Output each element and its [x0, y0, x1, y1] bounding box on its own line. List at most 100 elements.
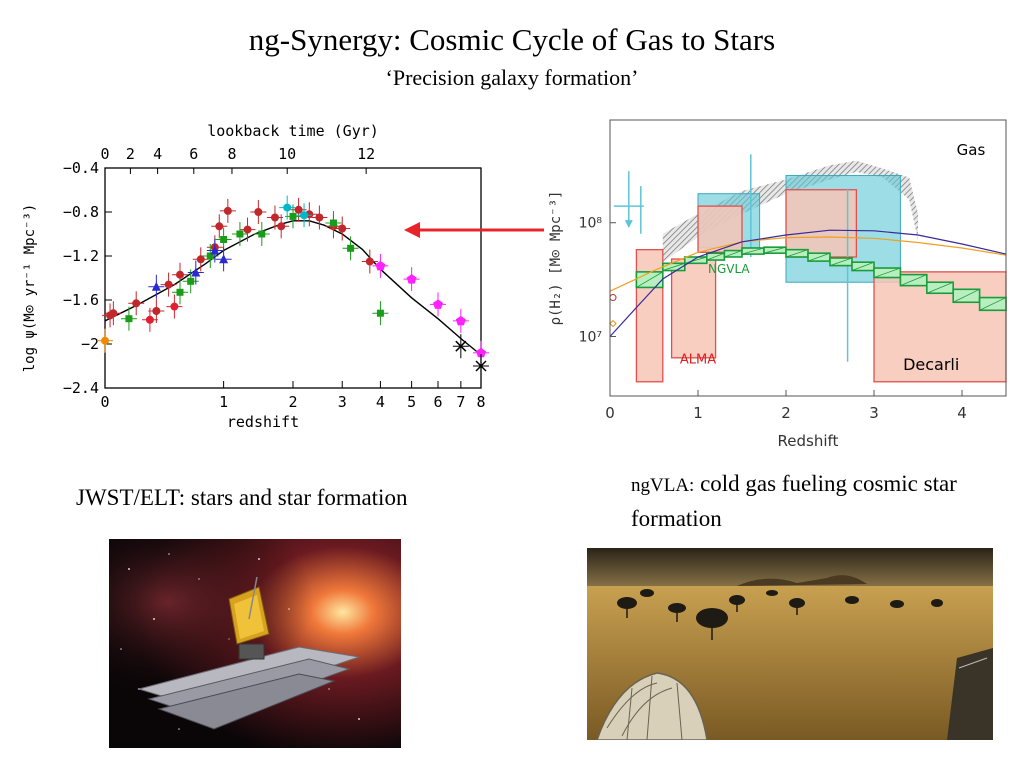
data-point [170, 302, 179, 311]
ngvla-step-diagonal [662, 262, 685, 271]
ngvla-step-diagonal [900, 274, 927, 287]
data-point [476, 347, 486, 358]
top-tick-label: 4 [153, 145, 162, 163]
data-point [101, 336, 109, 345]
ngvla-step-diagonal [953, 288, 980, 303]
jwst-caption: JWST/ELT: stars and star formation [76, 485, 408, 510]
ngvla-step-diagonal [763, 246, 787, 254]
data-point [125, 315, 133, 323]
gas-label: Gas [957, 141, 986, 159]
x-tick-label: 2 [288, 393, 297, 411]
x-tick-label: 6 [433, 393, 442, 411]
ngvla-step-diagonal [851, 261, 875, 271]
ngvla-step-diagonal [873, 267, 901, 278]
data-point [206, 252, 214, 260]
data-point [236, 230, 244, 238]
orange-curve [609, 236, 1007, 292]
top-tick-label: 0 [100, 145, 109, 163]
top-tick-label: 10 [278, 145, 296, 163]
alma-box [785, 189, 858, 258]
data-point [277, 222, 286, 231]
data-point [215, 222, 224, 231]
data-point [406, 274, 417, 284]
ngvla-step-diagonal [706, 252, 725, 261]
ngvla-step-diagonal [807, 252, 831, 262]
data-point [455, 340, 467, 352]
data-point [376, 309, 384, 317]
x-tick-label: 3 [338, 393, 347, 411]
data-point [109, 309, 118, 318]
x-tick-label: 8 [476, 393, 485, 411]
x-axis-label: redshift [227, 413, 299, 431]
ngvla-caption-prefix: ngVLA: [631, 475, 695, 496]
x-tick-label: 1 [219, 393, 228, 411]
data-point [187, 277, 195, 285]
data-point [176, 288, 184, 296]
data-point [347, 244, 355, 252]
data-point [196, 255, 205, 264]
data-point [289, 212, 297, 220]
data-point [455, 315, 466, 326]
x-tick-label: 0 [605, 404, 615, 422]
data-point [329, 219, 337, 227]
red-point [609, 294, 617, 302]
data-point [300, 211, 309, 220]
data-point [432, 299, 443, 309]
ngvla-caption-text: cold gas fueling cosmic star formation [631, 471, 957, 531]
data-point [220, 236, 228, 243]
y-tick-label: −2.4 [63, 379, 99, 397]
data-point [152, 307, 161, 315]
space-telescope-icon [109, 539, 401, 748]
data-point [475, 360, 487, 372]
y-tick-label: −0.8 [63, 203, 99, 221]
y-axis-label: log ψ(M⊙ yr⁻¹ Mpc⁻³) [22, 204, 38, 373]
ngvla-step-diagonal [636, 271, 664, 288]
data-point [283, 203, 292, 212]
orange-point [609, 319, 617, 328]
alma-box [697, 205, 743, 253]
data-point [219, 254, 229, 264]
alma-box [670, 258, 717, 359]
decarli-label: Decarli [903, 355, 959, 374]
blue-curve [609, 229, 1007, 337]
data-point [365, 257, 374, 266]
space-telescope-image [109, 539, 401, 748]
upper-limit-arrowhead [624, 220, 633, 229]
x-tick-label: 1 [693, 404, 703, 422]
x-tick-label: 7 [456, 393, 465, 411]
data-point [164, 280, 173, 289]
ngvla-step-diagonal [741, 247, 765, 255]
ngvla-step-diagonal [785, 249, 809, 258]
y-tick-label: −1.2 [63, 247, 99, 265]
y-tick-label: −1.6 [63, 291, 99, 309]
ngvla-step-diagonal [829, 257, 853, 266]
data-point [132, 299, 141, 308]
alma-box [635, 249, 664, 383]
data-point [145, 315, 154, 324]
x-axis-label: Redshift [778, 432, 839, 450]
data-point [258, 230, 266, 238]
x-tick-label: 0 [100, 393, 109, 411]
y-tick-label: 10⁷ [579, 330, 602, 346]
y-tick-label: −2 [81, 335, 99, 353]
data-point [315, 213, 324, 222]
y-tick-label: −0.4 [63, 159, 99, 177]
plot-area [609, 154, 1007, 383]
slide-subtitle: ‘Precision galaxy formation’ [385, 65, 639, 90]
ngvla-caption: ngVLA: cold gas fueling cosmic star form… [631, 467, 1011, 535]
x-tick-label: 4 [957, 404, 967, 422]
top-tick-label: 2 [126, 145, 135, 163]
data-point [223, 206, 232, 215]
top-tick-label: 6 [189, 145, 198, 163]
data-point [270, 213, 279, 222]
sfrd-chart: lookback time (Gyr)0 2 4 6 8 10 120 1 2 3 4 5 6 7 8red… [22, 122, 489, 431]
top-tick-label: 8 [227, 145, 236, 163]
x-tick-label: 5 [407, 393, 416, 411]
data-point [254, 208, 263, 216]
x-tick-label: 4 [376, 393, 385, 411]
x-tick-label: 3 [869, 404, 879, 422]
data-point [151, 281, 161, 291]
data-point [294, 205, 303, 214]
alma-label: ALMA [680, 352, 716, 367]
radio-array-image [587, 548, 993, 740]
